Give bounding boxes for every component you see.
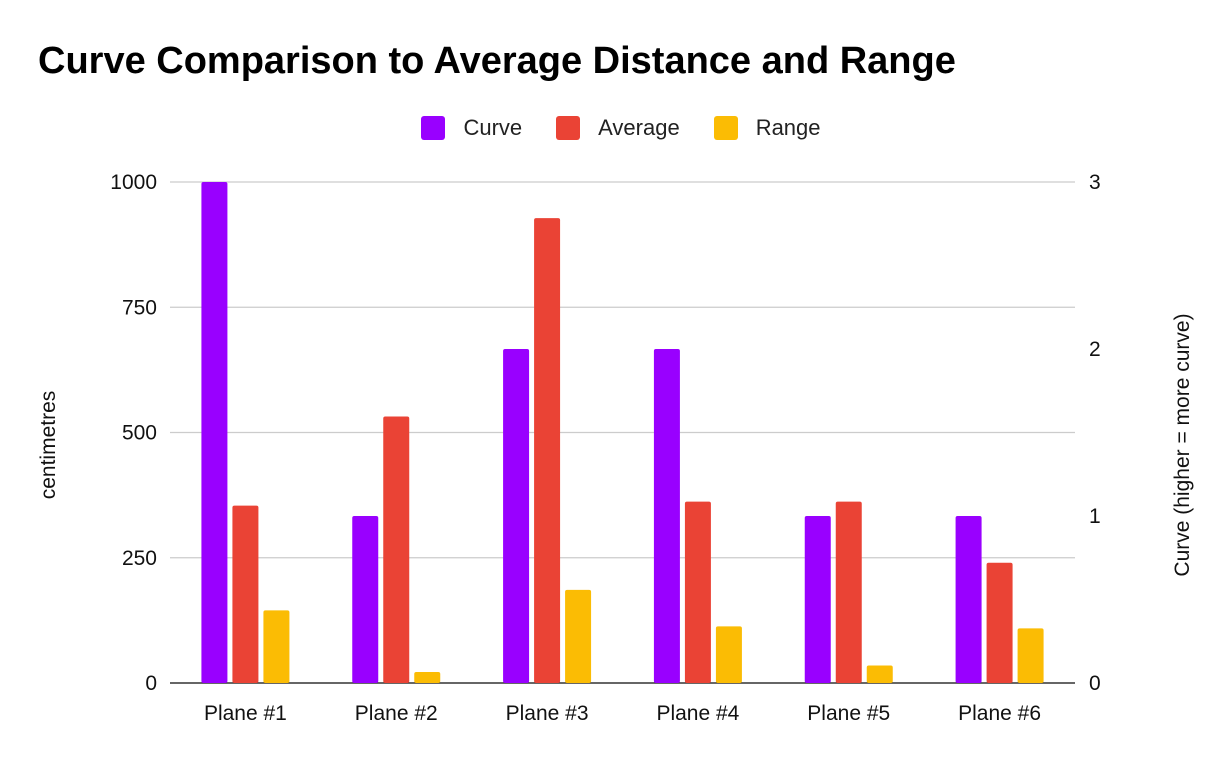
bar-average-2: [383, 416, 410, 683]
legend-label-range: Range: [755, 115, 821, 140]
y-axis-label-left: centimetres: [37, 391, 60, 500]
gridlines: [170, 181, 1075, 684]
x-tick-label: Plane #5: [807, 702, 890, 725]
y-tick-label-right: 3: [1089, 171, 1101, 194]
bar-average-6: [986, 562, 1013, 683]
y-axis-label-right: Curve (higher = more curve): [1171, 313, 1194, 576]
bar-average-3: [534, 218, 561, 683]
y-tick-label-left: 750: [122, 296, 157, 319]
bar-range-3: [565, 589, 592, 683]
y-tick-label-right: 0: [1089, 672, 1101, 695]
tick-labels: 0 250 500 750 1000 0 1 2 3 Plane #1 Plane #2 Plane …: [110, 171, 1100, 725]
y-tick-label-right: 1: [1089, 505, 1101, 528]
bar-average-1: [232, 505, 259, 683]
x-tick-label: Plane #6: [958, 702, 1041, 725]
bar-curve-4: [653, 349, 680, 683]
legend-item-average: Average: [556, 115, 680, 141]
x-tick-label: Plane #1: [204, 702, 287, 725]
bar-range-4: [715, 626, 742, 683]
chart-title: Curve Comparison to Average Distance and…: [38, 40, 956, 82]
chart-legend: Curve Average Range: [0, 112, 1232, 144]
legend-item-range: Range: [713, 115, 821, 141]
legend-swatch-curve: [421, 116, 446, 140]
bar-average-4: [684, 501, 711, 683]
bar-range-1: [263, 610, 290, 683]
x-tick-label: Plane #2: [355, 702, 438, 725]
legend-label-average: Average: [598, 115, 680, 140]
bar-range-6: [1017, 628, 1044, 683]
x-tick-label: Plane #4: [656, 702, 739, 725]
y-tick-label-right: 2: [1089, 338, 1101, 361]
x-tick-label: Plane #3: [506, 702, 589, 725]
y-tick-label-left: 250: [122, 547, 157, 570]
bar-curve-1: [201, 182, 228, 683]
bar-curve-6: [955, 516, 982, 683]
y-tick-label-left: 1000: [110, 171, 157, 194]
bar-range-2: [414, 671, 441, 683]
y-tick-label-left: 500: [122, 422, 157, 445]
legend-label-curve: Curve: [463, 115, 523, 140]
bars: [201, 182, 1044, 683]
bar-curve-2: [352, 516, 379, 683]
bar-range-5: [866, 665, 893, 683]
legend-swatch-range: [713, 116, 738, 140]
legend-swatch-average: [556, 116, 581, 140]
bar-curve-5: [804, 516, 831, 683]
legend-item-curve: Curve: [421, 115, 522, 141]
bar-average-5: [835, 501, 862, 683]
bar-curve-3: [503, 349, 530, 683]
y-tick-label-left: 0: [145, 672, 157, 695]
